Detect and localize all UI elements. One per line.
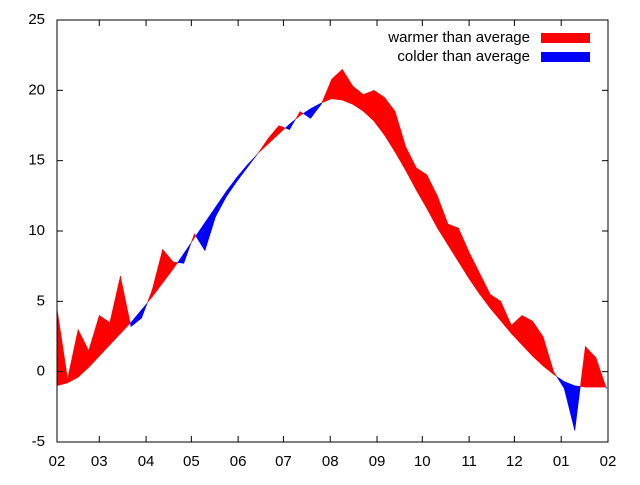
y-tick-label: 0 <box>37 363 45 380</box>
anomaly-area <box>385 97 396 152</box>
x-tick-label: 04 <box>138 453 155 470</box>
anomaly-area <box>120 276 130 334</box>
anomaly-area <box>554 372 557 377</box>
anomaly-area <box>131 310 142 327</box>
x-tick-label: 01 <box>553 453 570 470</box>
anomaly-area <box>374 90 385 135</box>
anomaly-area <box>353 86 364 111</box>
anomaly-area <box>173 262 177 269</box>
anomaly-area <box>395 111 406 170</box>
anomaly-area <box>322 79 332 103</box>
anomaly-area <box>490 294 501 321</box>
anomaly-area <box>279 126 285 134</box>
anomaly-area <box>163 249 174 283</box>
anomaly-area <box>191 234 194 243</box>
x-tick-label: 02 <box>600 453 617 470</box>
anomaly-area <box>416 168 427 209</box>
anomaly-area <box>205 207 216 251</box>
anomaly-area <box>480 273 491 308</box>
x-tick-label: 02 <box>49 453 66 470</box>
anomaly-area <box>580 346 585 387</box>
anomaly-area <box>437 196 448 245</box>
anomaly-area <box>110 276 121 345</box>
anomaly-area <box>533 321 544 366</box>
anomaly-area <box>332 69 343 100</box>
x-tick-label: 10 <box>414 453 431 470</box>
x-tick-label: 05 <box>183 453 200 470</box>
anomaly-area <box>448 224 459 262</box>
anomaly-area <box>196 223 205 251</box>
x-tick-label: 12 <box>506 453 523 470</box>
anomaly-area <box>300 111 303 115</box>
y-tick-label: 20 <box>28 81 45 98</box>
x-tick-label: 11 <box>461 453 477 470</box>
anomaly-area <box>152 249 163 297</box>
anomaly-area <box>427 175 438 228</box>
x-tick-label: 06 <box>230 453 247 470</box>
anomaly-area <box>258 138 269 153</box>
legend-label: colder than average <box>397 48 530 65</box>
anomaly-area <box>184 243 191 264</box>
anomaly-area <box>289 119 295 129</box>
anomaly-area <box>68 329 79 382</box>
legend-swatch <box>541 33 590 43</box>
x-tick-label: 09 <box>369 453 386 470</box>
anomaly-area <box>268 126 279 144</box>
anomaly-area <box>585 346 596 387</box>
anomaly-area <box>522 315 533 356</box>
anomaly-area <box>406 147 417 191</box>
anomaly-area <box>296 111 301 119</box>
anomaly-area <box>178 254 184 264</box>
anomaly-area <box>469 252 480 294</box>
anomaly-area <box>57 308 68 385</box>
anomaly-area <box>564 382 575 431</box>
anomaly-area <box>237 165 248 182</box>
y-tick-label: 15 <box>28 152 45 169</box>
anomaly-area <box>303 109 310 119</box>
x-tick-label: 07 <box>275 453 292 470</box>
anomaly-area <box>142 303 148 318</box>
anomaly-area <box>575 386 581 431</box>
anomaly-area <box>342 69 353 104</box>
y-tick-label: -5 <box>32 433 45 450</box>
anomaly-area <box>311 103 322 118</box>
anomaly-area <box>78 329 89 377</box>
anomaly-area <box>89 315 100 367</box>
x-tick-label: 08 <box>322 453 339 470</box>
anomaly-area <box>216 192 227 217</box>
legend-label: warmer than average <box>387 29 530 46</box>
anomaly-area <box>226 178 237 198</box>
anomaly-area <box>557 376 565 388</box>
anomaly-area <box>147 290 152 303</box>
anomaly-area <box>247 154 258 168</box>
y-tick-label: 25 <box>28 11 45 28</box>
anomaly-area <box>363 90 374 121</box>
anomaly-area <box>501 301 512 333</box>
legend-swatch <box>541 52 590 62</box>
anomaly-area <box>459 228 470 279</box>
anomaly-area <box>511 315 522 345</box>
anomaly-area <box>285 124 289 130</box>
anomaly-area <box>596 358 606 388</box>
anomaly-area <box>543 337 554 375</box>
y-tick-label: 10 <box>28 222 45 239</box>
anomaly-area <box>99 315 110 356</box>
y-tick-label: 5 <box>37 292 45 309</box>
x-tick-label: 03 <box>91 453 108 470</box>
